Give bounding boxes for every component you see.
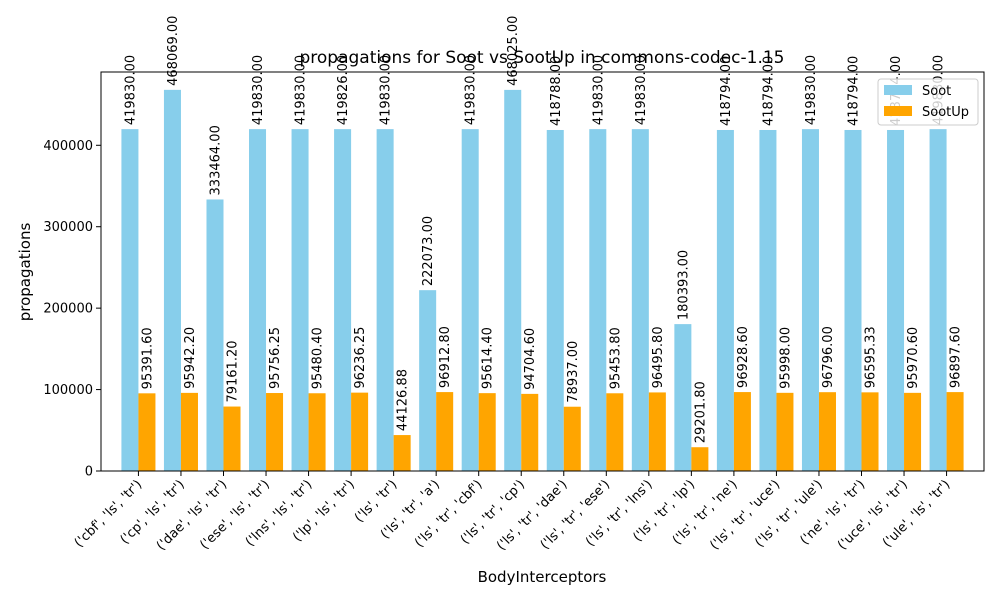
bar-soot-2: [206, 199, 224, 471]
bar-sootup-5: [351, 392, 369, 471]
bar-sootup-15: [776, 392, 794, 471]
data-label-sootup-18: 95970.60: [906, 327, 921, 389]
bar-sootup-18: [904, 392, 922, 471]
bar-sootup-9: [521, 393, 539, 471]
bar-sootup-0: [138, 393, 156, 471]
data-label-sootup-1: 95942.20: [183, 327, 198, 389]
y-tick-label-4: 400000: [43, 139, 93, 154]
data-label-soot-7: 222073.00: [421, 216, 436, 286]
y-tick-label-0: 0: [85, 465, 93, 480]
bar-soot-13: [674, 324, 692, 471]
bar-soot-9: [504, 89, 522, 472]
data-label-soot-17: 418794.00: [846, 56, 861, 126]
data-label-sootup-7: 96912.80: [438, 326, 453, 388]
legend-label-sootup: SootUp: [922, 105, 969, 120]
data-label-sootup-10: 78937.00: [566, 341, 581, 403]
data-label-sootup-6: 44126.88: [396, 369, 411, 431]
bar-sootup-10: [563, 406, 581, 471]
bar-sootup-16: [818, 392, 836, 471]
legend: Soot SootUp: [877, 78, 979, 126]
bars-layer: [121, 89, 964, 472]
data-label-soot-0: 419830.00: [123, 55, 138, 125]
data-label-sootup-19: 96897.60: [949, 326, 964, 388]
bar-sootup-11: [606, 393, 624, 471]
bar-soot-6: [376, 129, 394, 471]
bar-soot-17: [844, 129, 862, 471]
legend-swatch-soot: [884, 85, 912, 95]
legend-swatch-sootup: [884, 106, 912, 116]
data-label-sootup-2: 79161.20: [226, 341, 241, 403]
bar-sootup-4: [308, 393, 326, 471]
data-label-soot-2: 333464.00: [208, 125, 223, 195]
data-label-sootup-16: 96796.00: [821, 326, 836, 388]
bar-soot-4: [291, 129, 309, 471]
bar-soot-3: [249, 129, 267, 471]
data-label-soot-1: 468069.00: [166, 16, 181, 86]
bar-soot-7: [419, 290, 437, 471]
data-label-sootup-11: 95453.80: [608, 327, 623, 389]
data-label-sootup-5: 96236.25: [353, 327, 368, 389]
bar-soot-5: [334, 129, 352, 471]
data-label-sootup-0: 95391.60: [140, 327, 155, 389]
bar-soot-1: [163, 89, 181, 472]
chart-title: propagations for Soot vs SootUp in commo…: [300, 48, 785, 68]
y-tick-label-1: 100000: [43, 383, 93, 398]
bar-sootup-1: [180, 392, 198, 471]
bar-sootup-14: [733, 392, 751, 471]
bar-soot-19: [929, 129, 947, 471]
bar-soot-15: [759, 129, 777, 471]
data-label-sootup-9: 94704.60: [523, 328, 538, 390]
bar-soot-16: [801, 129, 819, 471]
data-label-soot-16: 419830.00: [804, 55, 819, 125]
bar-sootup-2: [223, 406, 241, 471]
data-label-sootup-8: 95614.40: [481, 327, 496, 389]
bar-sootup-13: [691, 447, 709, 471]
bar-sootup-6: [393, 435, 411, 471]
bar-sootup-19: [946, 392, 964, 471]
bar-soot-12: [631, 129, 649, 471]
data-label-soot-9: 468025.00: [506, 16, 521, 86]
data-label-sootup-15: 95998.00: [778, 327, 793, 389]
bar-soot-11: [589, 129, 607, 471]
bar-sootup-3: [266, 393, 284, 471]
data-label-sootup-12: 96495.80: [651, 326, 666, 388]
y-tick-label-3: 300000: [43, 220, 93, 235]
data-label-soot-14: 418794.00: [719, 56, 734, 126]
bar-sootup-7: [436, 392, 454, 471]
bar-soot-10: [546, 129, 564, 471]
data-label-soot-3: 419830.00: [251, 55, 266, 125]
x-axis-label: BodyInterceptors: [478, 568, 607, 586]
bar-sootup-8: [478, 393, 496, 471]
bar-soot-18: [887, 129, 905, 471]
bar-soot-14: [716, 129, 734, 471]
bar-soot-0: [121, 129, 139, 471]
data-label-sootup-17: 96595.33: [864, 326, 879, 388]
bar-sootup-17: [861, 392, 879, 471]
plot-frame: [100, 71, 985, 472]
data-label-sootup-13: 29201.80: [693, 381, 708, 443]
y-tick-label-2: 200000: [43, 302, 93, 317]
data-label-soot-10: 418788.00: [549, 56, 564, 126]
data-label-soot-13: 180393.00: [676, 250, 691, 320]
bar-soot-8: [461, 129, 479, 471]
legend-label-soot: Soot: [922, 84, 951, 99]
data-label-soot-15: 418794.00: [761, 56, 776, 126]
data-label-sootup-3: 95756.25: [268, 327, 283, 389]
bar-sootup-12: [648, 392, 666, 471]
data-label-sootup-4: 95480.40: [311, 327, 326, 389]
y-axis-label: propagations: [16, 223, 34, 322]
data-label-sootup-14: 96928.60: [736, 326, 751, 388]
